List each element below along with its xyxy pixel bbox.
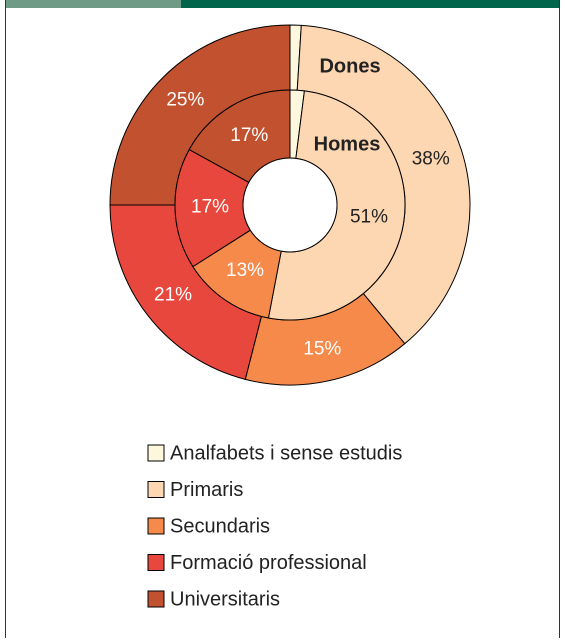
outer-ring-label: Dones (319, 55, 380, 77)
legend: Analfabets i sense estudis Primaris Secund… (147, 442, 402, 610)
inner-ring-label: Homes (314, 133, 381, 155)
data-label: 17% (191, 197, 229, 218)
data-label: 13% (226, 260, 264, 281)
data-label: 17% (230, 125, 268, 146)
legend-swatch (147, 444, 165, 462)
legend-swatch (147, 554, 165, 571)
legend-label: Analfabets i sense estudis (170, 442, 402, 464)
labels: 38% 15% 21% 25% 51% 13% 17% 17% (154, 89, 450, 359)
data-label: 21% (154, 285, 192, 306)
data-label: 51% (350, 207, 388, 228)
data-label: 15% (303, 338, 341, 359)
legend-label: Primaris (170, 479, 243, 501)
legend-label: Universitaris (170, 588, 280, 610)
legend-swatch (147, 481, 165, 498)
donut-hole (242, 157, 338, 253)
data-label: 38% (412, 148, 450, 169)
legend-label: Secundaris (170, 515, 270, 537)
data-label: 25% (166, 89, 204, 110)
wedges (109, 24, 471, 386)
legend-swatch (147, 590, 165, 608)
header-bar-left (5, 0, 181, 8)
header-bar-right (181, 0, 560, 8)
legend-swatch (147, 517, 165, 535)
legend-label: Formació professional (170, 552, 367, 574)
